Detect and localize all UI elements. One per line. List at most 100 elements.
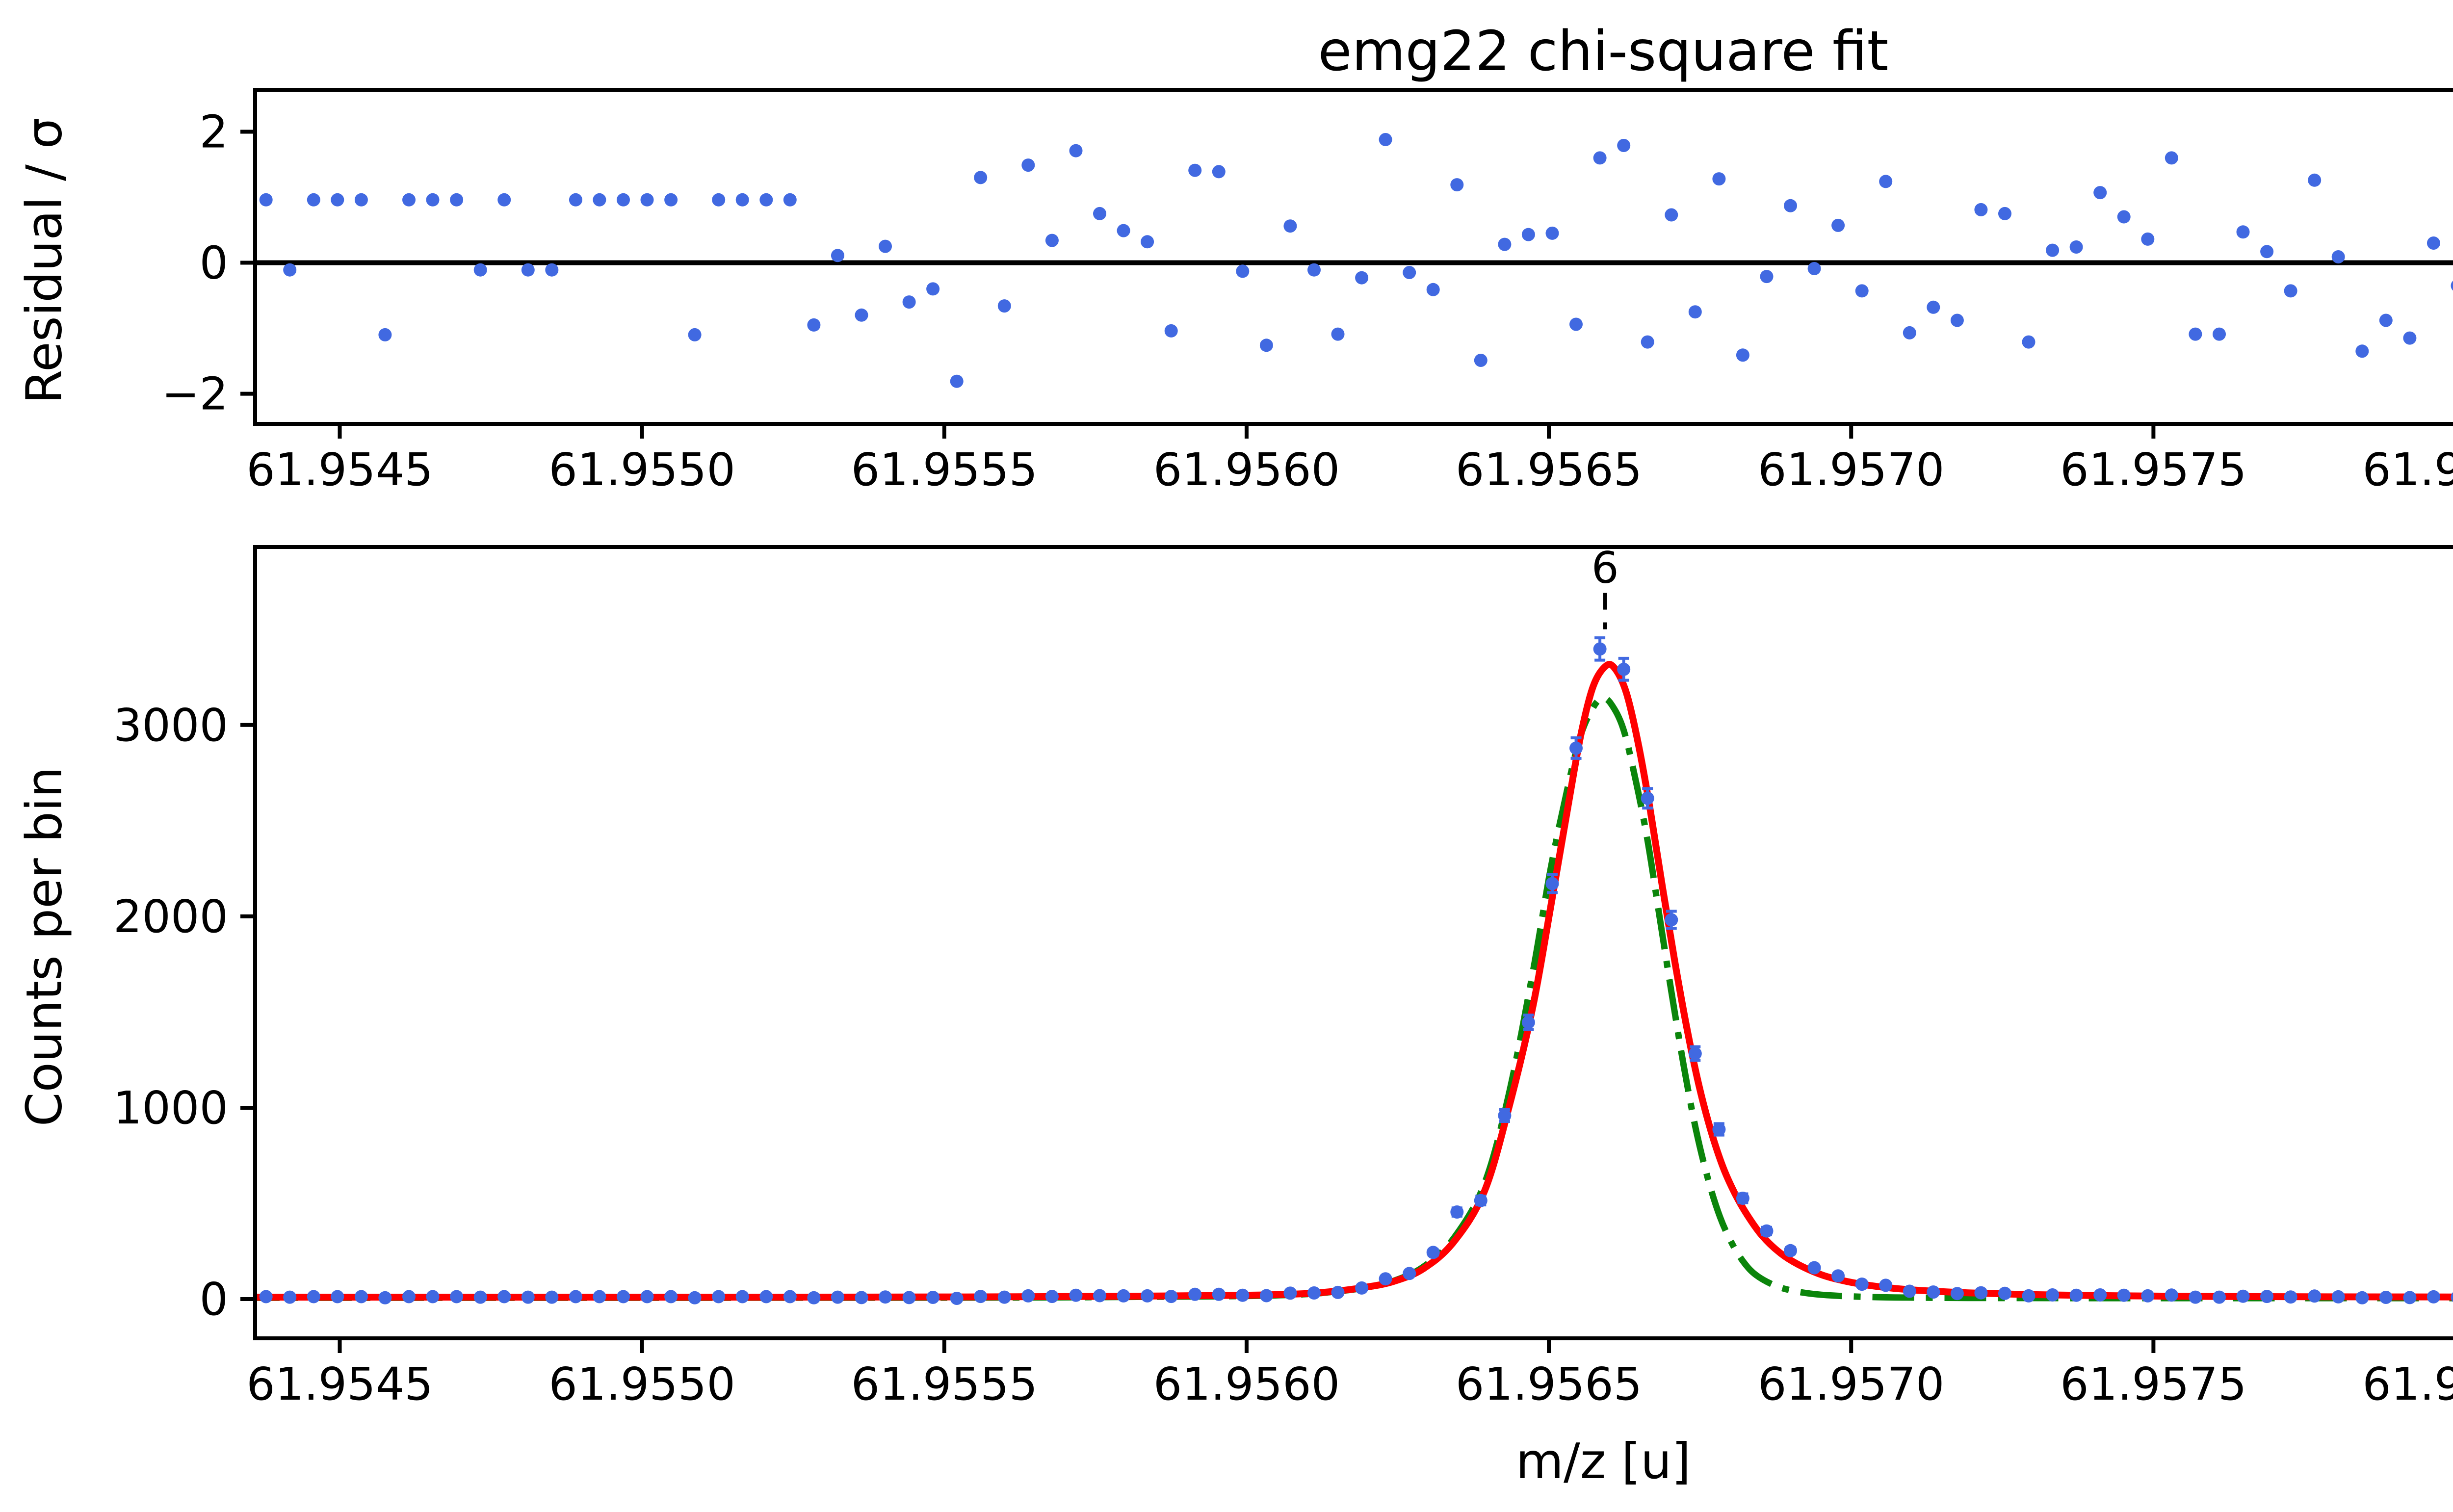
residual-point (974, 171, 988, 184)
residual-point (1807, 262, 1821, 275)
data-point (2069, 1288, 2083, 1302)
residual-x-tick-label: 61.9575 (2060, 443, 2246, 496)
residual-point (450, 193, 464, 207)
residual-point (640, 193, 654, 207)
residual-point (1259, 339, 1273, 352)
residual-point (331, 193, 344, 207)
residual-point (593, 193, 606, 207)
residual-point (1998, 207, 2011, 220)
residual-point (1950, 313, 1964, 327)
residual-point (1450, 178, 1464, 192)
best-fit-curve (255, 661, 2453, 1301)
data-point (473, 1290, 487, 1304)
data-point (2379, 1291, 2393, 1304)
residual-point (926, 282, 940, 296)
residual-point (1784, 199, 1797, 212)
residual-point (2355, 344, 2369, 358)
data-point (1569, 741, 1583, 755)
data-point (1617, 662, 1631, 676)
residual-point (1188, 163, 1202, 177)
residual-point (569, 193, 582, 207)
residual-x-tick-label: 61.9560 (1153, 443, 1340, 496)
data-point (1903, 1284, 1916, 1298)
data-point (688, 1291, 702, 1304)
residual-x-tick-label: 61.9545 (246, 443, 433, 496)
residual-x-tick-label: 61.9550 (548, 443, 735, 496)
residual-point (1736, 348, 1749, 362)
data-point (807, 1291, 821, 1304)
data-point (378, 1291, 392, 1304)
residual-point (2069, 240, 2083, 254)
data-point (1045, 1290, 1059, 1303)
data-point (2213, 1290, 2226, 1304)
data-point (1545, 877, 1559, 890)
data-point (307, 1290, 320, 1303)
residual-x-tick-label: 61.9570 (1758, 443, 1944, 496)
data-point (2093, 1288, 2107, 1302)
spectrum-x-tick-label: 61.9550 (548, 1358, 735, 1410)
residual-point (735, 193, 749, 207)
data-point (783, 1290, 797, 1303)
data-point (640, 1290, 654, 1303)
data-point (1164, 1290, 1178, 1303)
residual-point (879, 239, 892, 253)
residual-point (426, 193, 440, 207)
residual-point (2331, 250, 2345, 263)
data-point (497, 1290, 511, 1303)
residual-point (617, 193, 630, 207)
residual-point (2117, 210, 2131, 224)
residual-point (1879, 175, 1893, 188)
residual-point (1283, 219, 1297, 233)
residual-point (1355, 271, 1369, 285)
data-point (1426, 1246, 1440, 1259)
residual-point (1545, 226, 1559, 240)
spectrum-y-tick-label: 2000 (113, 890, 228, 943)
data-point (759, 1290, 773, 1303)
data-point (1307, 1286, 1321, 1300)
data-point (997, 1290, 1011, 1304)
residual-x-tick-label: 61.9580 (2362, 443, 2453, 496)
residual-point (1307, 263, 1321, 277)
residual-point (2284, 284, 2297, 298)
residual-point (2236, 225, 2250, 239)
spectrum-x-tick-label: 61.9565 (1456, 1358, 1642, 1410)
data-point (2189, 1290, 2202, 1304)
data-point (1283, 1286, 1297, 1300)
data-point (1093, 1289, 1106, 1303)
residual-point (807, 318, 821, 332)
residual-point (1426, 283, 1440, 296)
data-point (2260, 1290, 2274, 1303)
data-point (354, 1290, 368, 1303)
data-point (950, 1292, 964, 1305)
residual-point (759, 193, 773, 207)
peak-annotation-label: 6 (1592, 543, 1619, 593)
data-point (1641, 791, 1654, 805)
residual-point (1045, 234, 1059, 247)
residual-point (1069, 144, 1083, 157)
residual-point (1665, 208, 1678, 222)
residual-point (497, 193, 511, 207)
residual-point (2093, 186, 2107, 200)
data-point (712, 1290, 726, 1303)
residual-point (902, 295, 916, 309)
data-point (2403, 1291, 2417, 1304)
residual-x-tick-label: 61.9555 (851, 443, 1038, 496)
residual-point (1760, 270, 1774, 284)
residual-point (1927, 300, 1940, 314)
data-point (402, 1290, 416, 1303)
residual-point (1903, 326, 1916, 339)
init-fit-curve (255, 695, 2453, 1302)
data-point (1998, 1286, 2011, 1300)
residual-point (688, 328, 702, 341)
residual-point (1617, 139, 1631, 152)
spectrum-panel (255, 636, 2453, 1305)
data-point (2427, 1290, 2440, 1303)
residual-point (1212, 165, 1226, 179)
data-point (1593, 642, 1607, 656)
x-axis-label: m/z [u] (1515, 1433, 1691, 1490)
spectrum-x-tick-label: 61.9570 (1758, 1358, 1944, 1410)
data-point (2141, 1289, 2155, 1303)
residual-point (378, 328, 392, 341)
data-point (855, 1291, 868, 1304)
